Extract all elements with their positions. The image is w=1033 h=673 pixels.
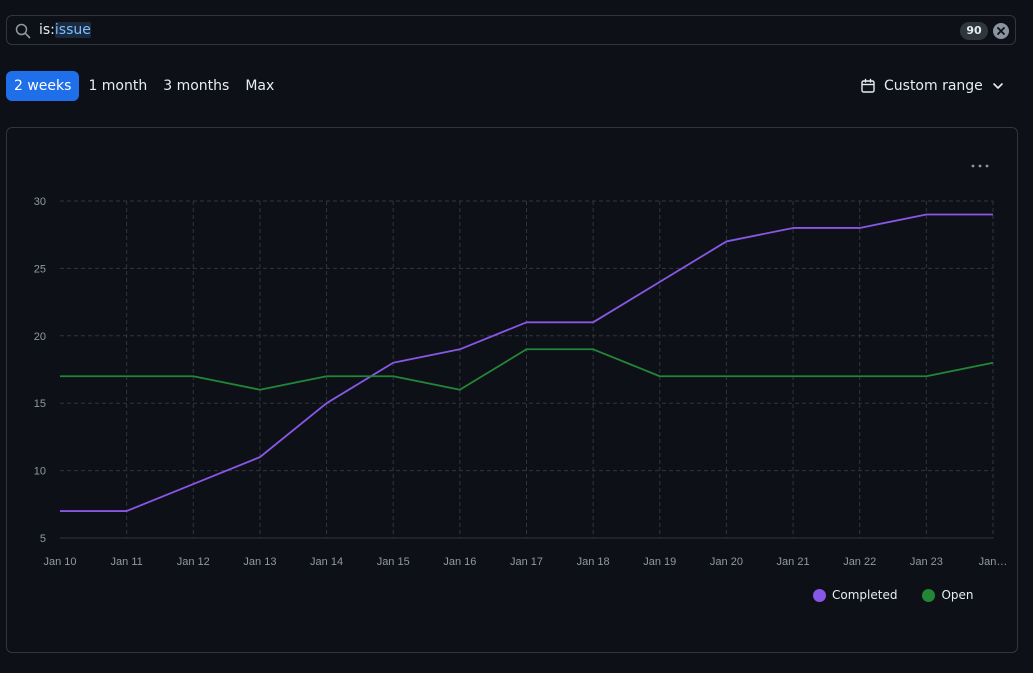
search-input[interactable]: is:issue: [39, 22, 91, 38]
y-tick-label: 25: [34, 263, 46, 275]
x-tick-label: Jan 19: [643, 556, 676, 568]
range-tabs: 2 weeks 1 month 3 months Max: [6, 71, 282, 101]
y-tick-label: 30: [34, 196, 46, 208]
x-tick-label: Jan 16: [443, 556, 476, 568]
x-tick-label: Jan 14: [310, 556, 343, 568]
tab-max[interactable]: Max: [245, 78, 275, 94]
chevron-down-icon: [991, 79, 1005, 93]
chart-legend: Completed Open: [813, 588, 974, 602]
query-qualifier: is:: [39, 22, 55, 38]
x-tick-label: Jan 11: [111, 556, 143, 568]
calendar-icon: [860, 78, 876, 94]
x-tick-label: Jan 23: [910, 556, 943, 568]
x-tick-label: Jan 17: [510, 556, 543, 568]
x-tick-label: Jan 22: [843, 556, 876, 568]
tab-2-weeks[interactable]: 2 weeks: [6, 71, 80, 101]
clear-search-icon[interactable]: [993, 23, 1009, 39]
open-legend-dot: [922, 588, 936, 602]
legend-label-open: Open: [941, 588, 974, 602]
custom-range-label: Custom range: [884, 78, 983, 94]
x-tick-label: Jan 13: [243, 556, 276, 568]
legend-item-completed[interactable]: Completed: [813, 588, 897, 602]
y-tick-label: 5: [40, 533, 46, 545]
query-value: issue: [54, 22, 91, 38]
result-count-badge: 90: [960, 22, 988, 40]
tab-1-month[interactable]: 1 month: [88, 78, 148, 94]
x-tick-label: Jan 10: [43, 556, 76, 568]
x-tick-label: Jan 20: [710, 556, 743, 568]
x-tick-label: Jan…: [979, 556, 1008, 568]
y-tick-label: 20: [34, 331, 46, 343]
y-tick-label: 15: [34, 398, 46, 410]
x-tick-label: Jan 15: [377, 556, 410, 568]
custom-range-button[interactable]: Custom range: [860, 71, 1005, 101]
line-chart: 5 10 15 20 25 30 Jan 10 Jan 11 Jan 12 Jan 13 Jan 1…: [34, 196, 1008, 568]
series-line-open: [60, 348, 994, 391]
legend-label-completed: Completed: [832, 588, 898, 602]
legend-item-open[interactable]: Open: [922, 588, 974, 602]
x-tick-label: Jan 18: [577, 556, 610, 568]
series-line-completed: [60, 213, 993, 512]
completed-legend-dot: [813, 588, 826, 602]
x-tick-label: Jan 21: [777, 556, 810, 568]
chart-panel: 5 10 15 20 25 30 Jan 10 Jan 11 Jan 12 Jan 13 Jan 1…: [6, 127, 1018, 653]
y-tick-label: 10: [34, 466, 46, 478]
search-bar[interactable]: is:issue 90: [6, 15, 1016, 45]
more-options-icon[interactable]: [969, 157, 991, 175]
search-icon: [15, 23, 31, 39]
tab-3-months[interactable]: 3 months: [163, 78, 230, 94]
x-tick-label: Jan 12: [177, 556, 210, 568]
